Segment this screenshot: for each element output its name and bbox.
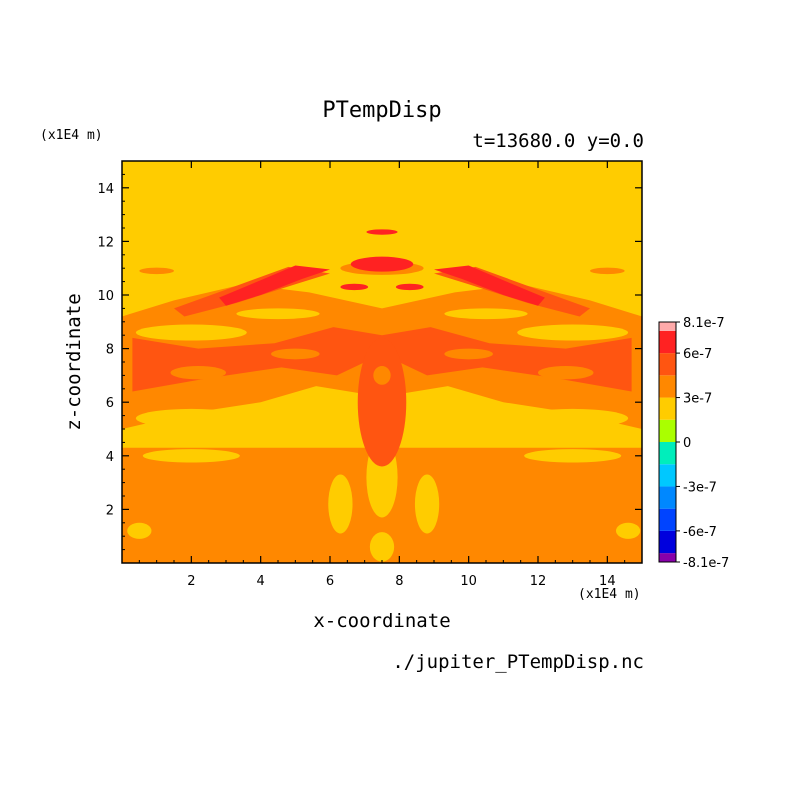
colorbar-band xyxy=(659,322,676,331)
colorbar-tick-label: -8.1e-7 xyxy=(683,556,729,571)
contour-region xyxy=(142,449,240,463)
contour-field xyxy=(122,161,642,563)
colorbar-tick-label: 6e-7 xyxy=(683,347,712,362)
contour-region xyxy=(135,408,247,428)
contour-region xyxy=(414,474,440,534)
x-tick-label: 10 xyxy=(460,574,477,589)
y-tick-label: 2 xyxy=(106,503,114,518)
contour-region xyxy=(517,324,629,341)
contour-region xyxy=(139,267,175,275)
y-tick-label: 8 xyxy=(106,343,114,358)
x-tick-label: 8 xyxy=(395,574,403,589)
contour-region xyxy=(350,256,414,272)
y-tick-label: 14 xyxy=(97,182,114,197)
x-tick-label: 4 xyxy=(257,574,265,589)
colorbar-band xyxy=(659,353,676,376)
colorbar-band xyxy=(659,397,676,420)
colorbar-tick-label: 3e-7 xyxy=(683,392,712,407)
colorbar-tick-label: 8.1e-7 xyxy=(683,316,725,331)
colorbar-tick-label: 0 xyxy=(683,436,691,451)
contour-region xyxy=(524,449,622,463)
contour-region xyxy=(328,474,353,534)
contour-region xyxy=(369,532,395,562)
contour-region xyxy=(434,265,545,306)
contour-region xyxy=(219,265,330,306)
x-axis-scale-label: (x1E4 m) xyxy=(578,587,641,602)
chart-title: PTempDisp xyxy=(322,98,442,123)
contour-region xyxy=(170,366,226,380)
colorbar-band xyxy=(659,530,676,554)
colorbar-band xyxy=(659,442,676,465)
colorbar-band xyxy=(659,330,676,354)
contour-region xyxy=(127,522,152,539)
x-tick-label: 12 xyxy=(530,574,547,589)
contour-region xyxy=(444,308,528,320)
axes: 2 4 6 8 10 12 14 2 4 6 8 10 12 14 xyxy=(97,161,642,589)
y-tick-label: 10 xyxy=(97,289,114,304)
contour-region xyxy=(271,348,320,360)
y-axis-label: z-coordinate xyxy=(63,293,85,431)
contour-region xyxy=(236,308,320,320)
x-tick-label: 14 xyxy=(599,574,616,589)
contour-region xyxy=(366,229,398,235)
y-tick-label: 6 xyxy=(106,396,114,411)
contour-region xyxy=(444,348,493,360)
contour-region xyxy=(517,408,629,428)
colorbar-band xyxy=(659,375,676,398)
contour-region xyxy=(590,267,625,275)
x-tick-label: 2 xyxy=(187,574,195,589)
colorbar-tick-label: -3e-7 xyxy=(683,480,717,495)
contour-region xyxy=(373,366,391,385)
y-axis-scale-label: (x1E4 m) xyxy=(40,128,103,143)
contour-region xyxy=(616,522,641,539)
source-file-label: ./jupiter_PTempDisp.nc xyxy=(392,651,644,673)
x-tick-label: 6 xyxy=(326,574,334,589)
colorbar-band xyxy=(659,553,676,562)
colorbar-tick-label: -6e-7 xyxy=(683,525,717,540)
y-tick-label: 12 xyxy=(97,235,114,250)
contour-region xyxy=(135,324,247,341)
y-tick-label: 4 xyxy=(106,450,114,465)
colorbar-band xyxy=(659,486,676,509)
colorbar-band xyxy=(659,419,676,442)
contour-region xyxy=(395,283,424,291)
contour-region xyxy=(538,366,594,380)
colorbar-band xyxy=(659,464,676,487)
colorbar: 8.1e-7 6e-7 3e-7 0 -3e-7 -6e-7 -8.1e-7 xyxy=(658,316,729,571)
contour-region xyxy=(357,337,407,467)
colorbar-band xyxy=(659,508,676,531)
x-axis-label: x-coordinate xyxy=(313,610,451,632)
chart-subtitle: t=13680.0 y=0.0 xyxy=(472,130,644,152)
contour-region xyxy=(340,283,369,291)
